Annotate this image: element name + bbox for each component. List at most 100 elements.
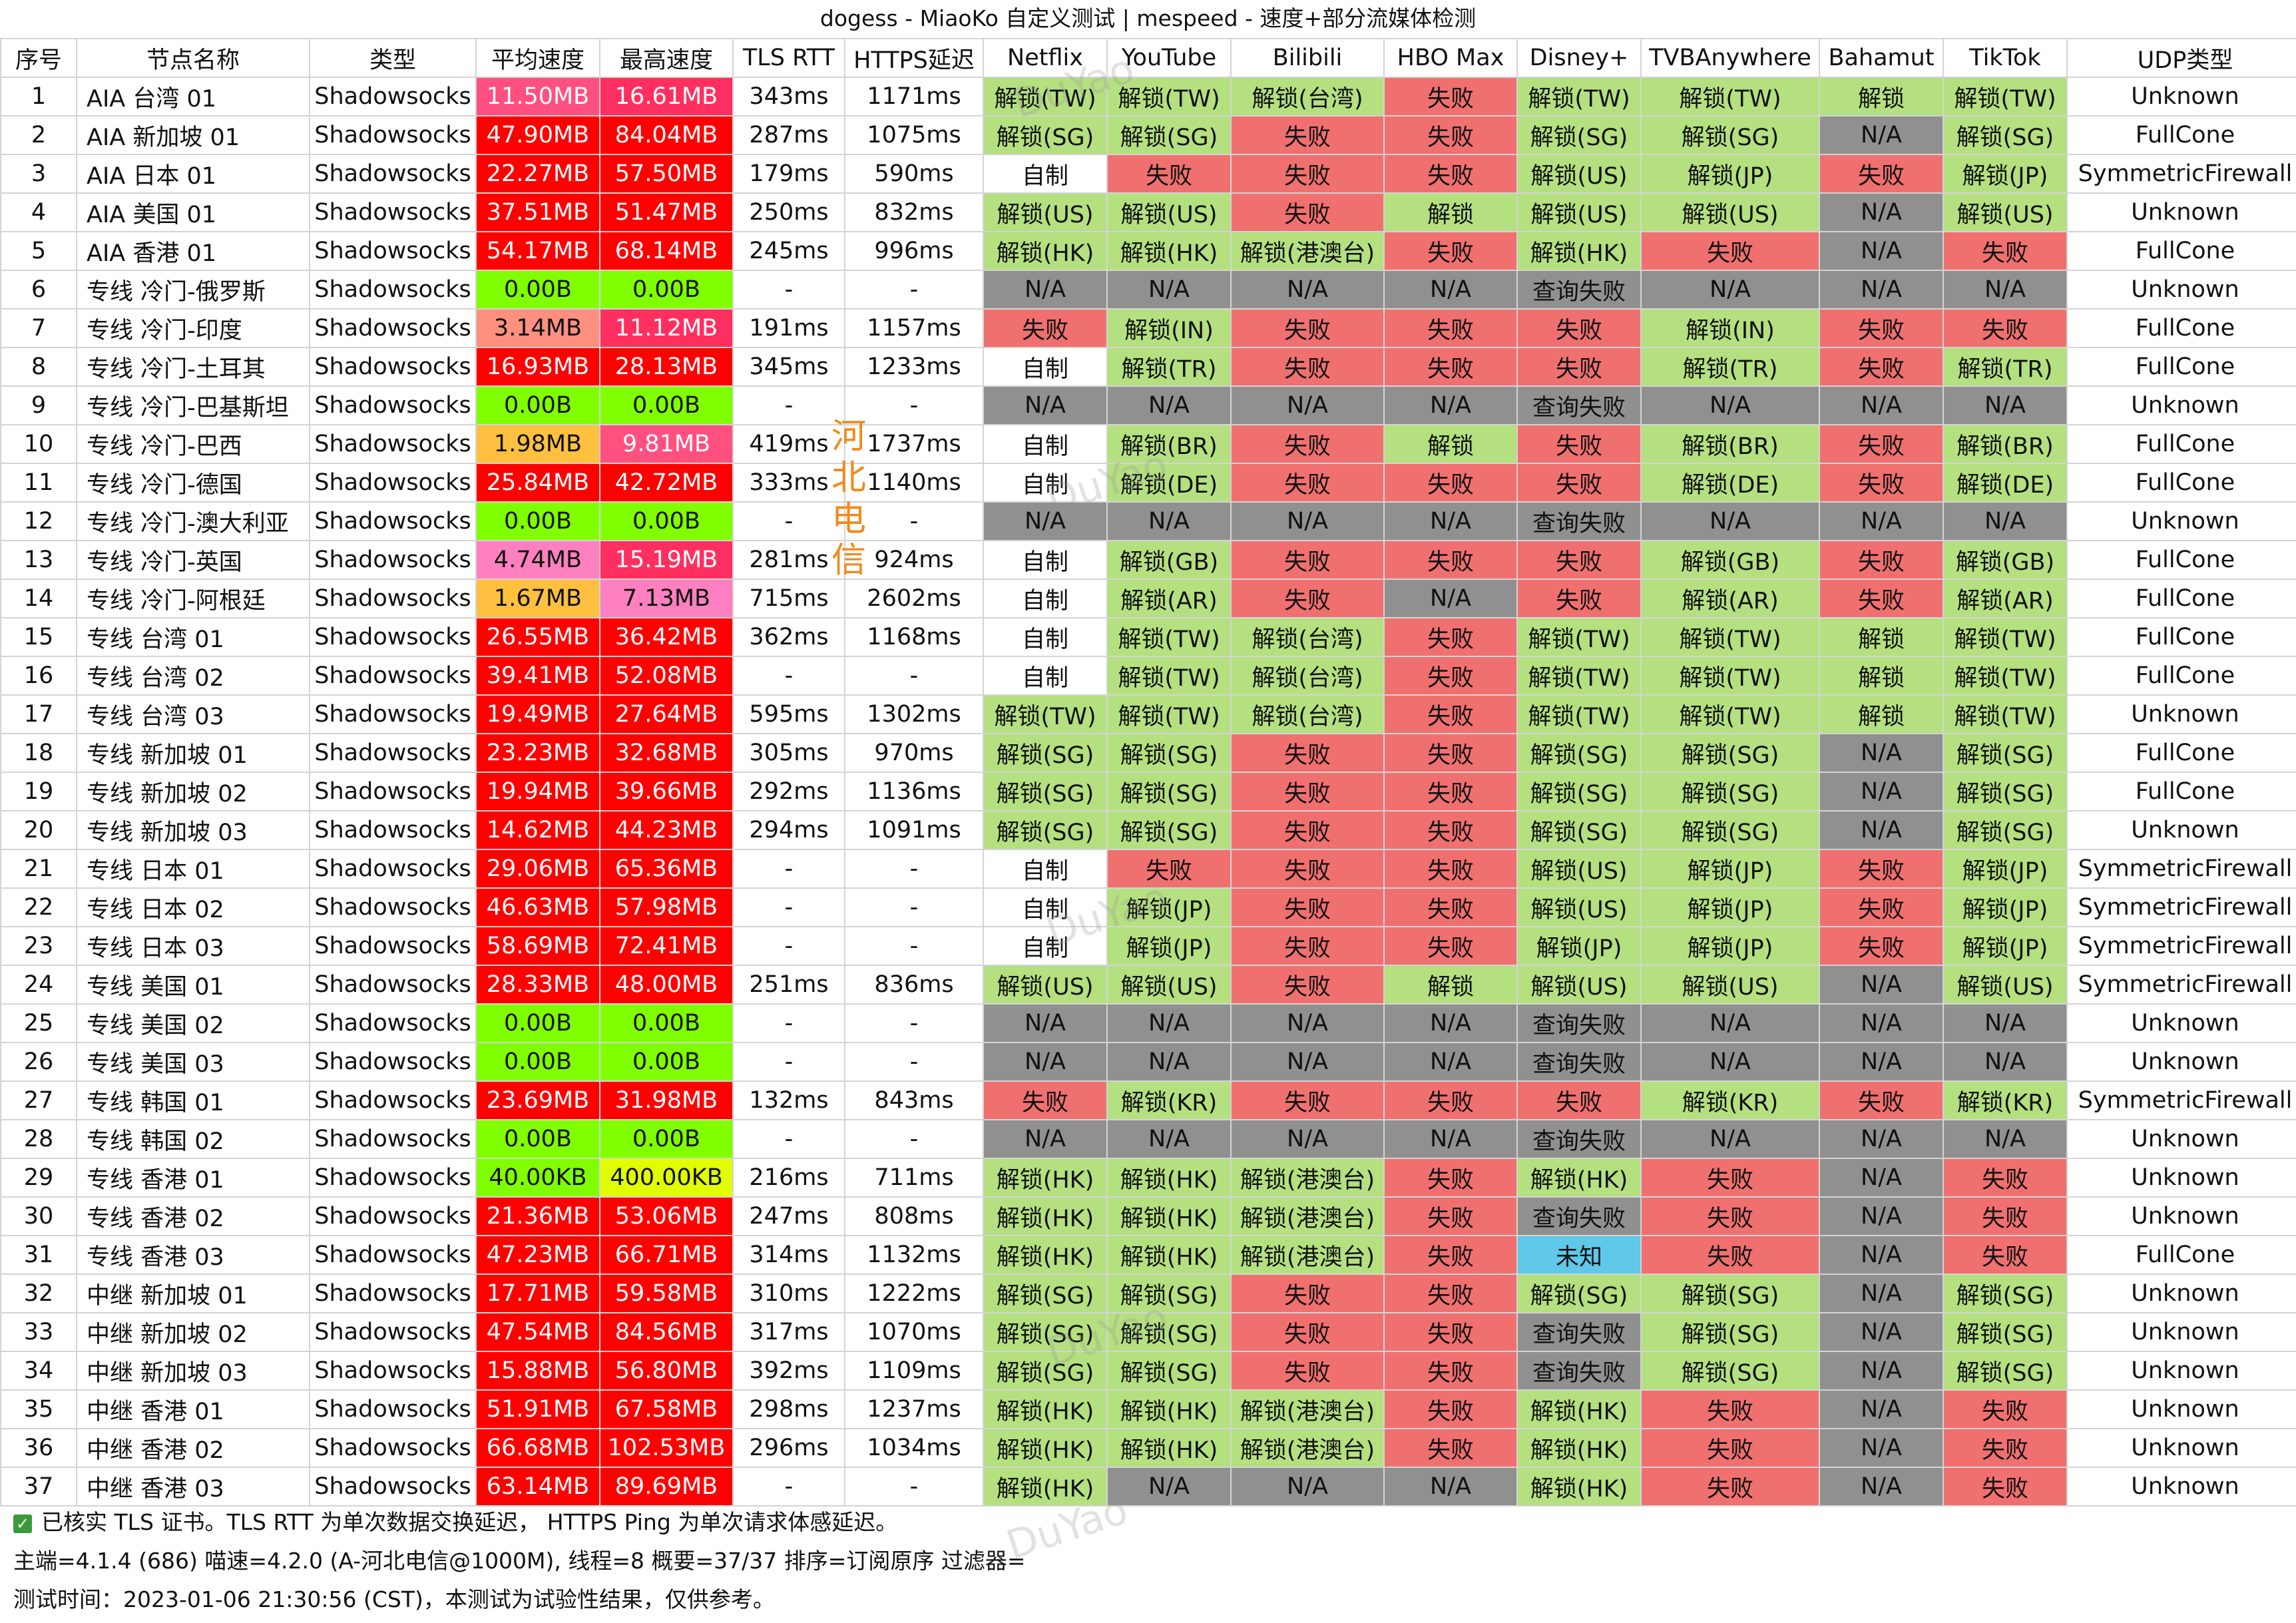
hbo-status: N/A: [1383, 270, 1518, 310]
table-row: 30 专线 香港 02 Shadowsocks 21.36MB 53.06MB 247ms…: [0, 1196, 2296, 1236]
tiktok-status: 解锁(TW): [1943, 77, 2068, 116]
tiktok-status: 失败: [1943, 231, 2068, 271]
udp-type: FullCone: [2066, 463, 2296, 503]
node-type: Shadowsocks: [309, 385, 477, 425]
bilibili-status: 失败: [1230, 772, 1385, 812]
udp-type: Unknown: [2066, 1467, 2296, 1507]
tls-rtt: -: [732, 849, 845, 889]
avg-speed: 51.91MB: [475, 1389, 600, 1429]
https-latency: -: [844, 656, 984, 696]
hbo-status: 失败: [1383, 154, 1518, 194]
row-number: 20: [0, 810, 77, 850]
udp-type: Unknown: [2066, 1274, 2296, 1313]
row-number: 23: [0, 926, 77, 966]
netflix-status: 自制: [983, 154, 1108, 194]
avg-speed: 0.00B: [475, 1119, 600, 1159]
avg-speed: 16.93MB: [475, 347, 600, 387]
bahamut-status: 失败: [1819, 540, 1944, 580]
youtube-status: 解锁(JP): [1106, 926, 1232, 966]
tiktok-status: 解锁(SG): [1943, 115, 2068, 155]
disney-status: 解锁(SG): [1516, 115, 1642, 155]
tiktok-status: 解锁(TW): [1943, 694, 2068, 734]
hbo-status: 失败: [1383, 849, 1518, 889]
hbo-status: 失败: [1383, 1158, 1518, 1198]
tvb-status: 解锁(TW): [1640, 77, 1820, 116]
tls-rtt: -: [732, 270, 845, 310]
https-latency: 1237ms: [844, 1389, 984, 1429]
bilibili-status: 解锁(台湾): [1230, 77, 1385, 116]
tvb-status: 失败: [1640, 1467, 1820, 1507]
table-row: 5 AIA 香港 01 Shadowsocks 54.17MB 68.14MB 245ms…: [0, 231, 2296, 271]
row-number: 32: [0, 1274, 77, 1313]
bilibili-status: N/A: [1230, 1119, 1385, 1159]
max-speed: 51.47MB: [599, 192, 734, 232]
table-body: 1 AIA 台湾 01 Shadowsocks 11.50MB 16.61MB 343ms…: [0, 77, 2296, 1507]
node-name: 中继 香港 02: [76, 1428, 310, 1468]
youtube-status: 解锁(SG): [1106, 810, 1232, 850]
table-row: 36 中继 香港 02 Shadowsocks 66.68MB 102.53MB 296m…: [0, 1428, 2296, 1468]
udp-type: FullCone: [2066, 656, 2296, 696]
max-speed: 68.14MB: [599, 231, 734, 271]
tls-rtt: 314ms: [732, 1235, 845, 1275]
max-speed: 7.13MB: [599, 579, 734, 618]
bahamut-status: N/A: [1819, 733, 1944, 773]
youtube-status: 解锁(BR): [1106, 424, 1232, 464]
udp-type: FullCone: [2066, 347, 2296, 387]
tvb-status: 失败: [1640, 1158, 1820, 1198]
node-name: 专线 香港 01: [76, 1158, 310, 1198]
netflix-status: 自制: [983, 887, 1108, 927]
avg-speed: 1.67MB: [475, 579, 600, 618]
netflix-status: N/A: [983, 385, 1108, 425]
youtube-status: 解锁(JP): [1106, 887, 1232, 927]
node-name: 专线 冷门-巴西: [76, 424, 310, 464]
https-latency: 1132ms: [844, 1235, 984, 1275]
bilibili-status: 解锁(港澳台): [1230, 1196, 1385, 1236]
bilibili-status: 解锁(港澳台): [1230, 1389, 1385, 1429]
avg-speed: 1.98MB: [475, 424, 600, 464]
tvb-status: 解锁(KR): [1640, 1080, 1820, 1120]
tls-rtt: 281ms: [732, 540, 845, 580]
bilibili-status: 解锁(台湾): [1230, 617, 1385, 657]
column-header: 节点名称: [76, 38, 310, 78]
https-latency: -: [844, 1119, 984, 1159]
max-speed: 57.98MB: [599, 887, 734, 927]
column-header: TLS RTT: [732, 38, 845, 78]
table-row: 28 专线 韩国 02 Shadowsocks 0.00B 0.00B - - N/A N/A N…: [0, 1119, 2296, 1159]
column-header: UDP类型: [2066, 38, 2296, 78]
bahamut-status: 失败: [1819, 887, 1944, 927]
tvb-status: 失败: [1640, 1196, 1820, 1236]
https-latency: -: [844, 1467, 984, 1507]
https-latency: 970ms: [844, 733, 984, 773]
table-row: 8 专线 冷门-土耳其 Shadowsocks 16.93MB 28.13MB 345ms…: [0, 347, 2296, 387]
node-name: AIA 台湾 01: [76, 77, 310, 116]
row-number: 19: [0, 772, 77, 812]
avg-speed: 0.00B: [475, 270, 600, 310]
tvb-status: 解锁(SG): [1640, 1274, 1820, 1313]
youtube-status: 解锁(SG): [1106, 115, 1232, 155]
row-number: 11: [0, 463, 77, 503]
https-latency: 1136ms: [844, 772, 984, 812]
max-speed: 89.69MB: [599, 1467, 734, 1507]
avg-speed: 21.36MB: [475, 1196, 600, 1236]
tls-rtt: -: [732, 1003, 845, 1043]
tiktok-status: 解锁(SG): [1943, 1312, 2068, 1352]
table-row: 29 专线 香港 01 Shadowsocks 40.00KB 400.00KB 216m…: [0, 1158, 2296, 1198]
column-header: Netflix: [983, 38, 1108, 78]
bilibili-status: 失败: [1230, 926, 1385, 966]
max-speed: 84.56MB: [599, 1312, 734, 1352]
hbo-status: 失败: [1383, 1235, 1518, 1275]
row-number: 3: [0, 154, 77, 194]
tls-rtt: 216ms: [732, 1158, 845, 1198]
disney-status: 失败: [1516, 424, 1642, 464]
bahamut-status: N/A: [1819, 1235, 1944, 1275]
node-name: 中继 新加坡 03: [76, 1351, 310, 1391]
bilibili-status: N/A: [1230, 270, 1385, 310]
max-speed: 42.72MB: [599, 463, 734, 503]
disney-status: 失败: [1516, 463, 1642, 503]
tiktok-status: N/A: [1943, 501, 2068, 541]
column-header: 序号: [0, 38, 77, 78]
row-number: 6: [0, 270, 77, 310]
bilibili-status: 失败: [1230, 887, 1385, 927]
tls-rtt: 310ms: [732, 1274, 845, 1313]
row-number: 9: [0, 385, 77, 425]
